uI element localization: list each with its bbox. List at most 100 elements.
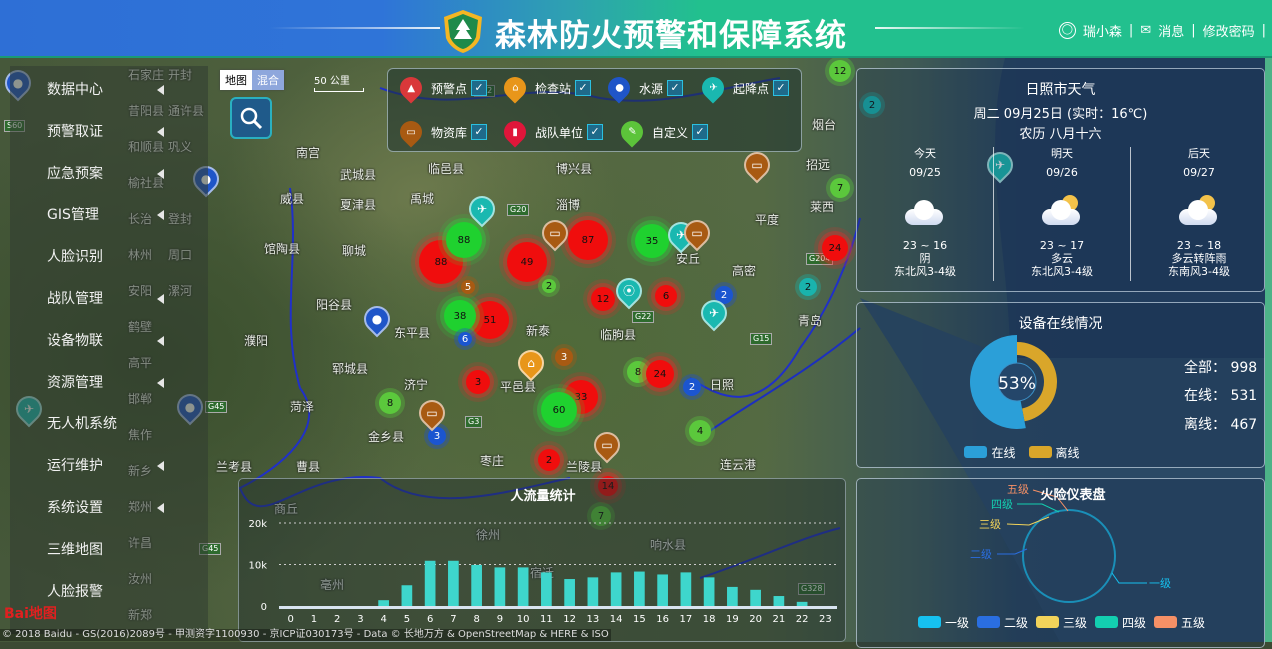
username-link[interactable]: 瑞小森 xyxy=(1082,25,1122,40)
map-cluster-marker[interactable]: 12 xyxy=(829,60,851,82)
map-cluster-marker[interactable]: 3 xyxy=(466,370,490,394)
map-cluster-marker[interactable]: 2 xyxy=(715,286,733,304)
menu-item[interactable]: 预警取证 xyxy=(47,121,164,143)
map-cluster-marker[interactable]: 88 xyxy=(446,222,482,258)
layer-checkbox[interactable]: ✓ xyxy=(575,80,592,96)
header: 森林防火预警和保障系统 ◯ 瑞小森 | ✉ 消息 | 修改密码 | xyxy=(0,0,1272,58)
map-cluster-marker[interactable]: 2 xyxy=(863,96,881,114)
menu-item-label: 人脸识别 xyxy=(47,249,103,266)
map-cluster-marker[interactable]: 24 xyxy=(646,360,674,388)
chart-bar[interactable] xyxy=(494,567,506,606)
map-cluster-marker[interactable]: 3 xyxy=(555,348,573,366)
fire-level-legend[interactable]: 一级 xyxy=(917,614,969,631)
map-cluster-marker[interactable]: 12 xyxy=(591,287,615,311)
chart-bar[interactable] xyxy=(680,572,692,606)
user-toolbar: ◯ 瑞小森 | ✉ 消息 | 修改密码 | xyxy=(1058,21,1266,40)
chart-bar[interactable] xyxy=(587,577,599,606)
chart-bar[interactable] xyxy=(517,567,529,606)
layer-toggle[interactable]: ▭ 物资库 ✓ xyxy=(395,116,488,148)
layer-checkbox[interactable]: ✓ xyxy=(692,124,709,140)
fire-level-legend[interactable]: 二级 xyxy=(976,614,1028,631)
layer-checkbox[interactable]: ✓ xyxy=(587,124,604,140)
map-cluster-marker[interactable]: 3 xyxy=(428,427,446,445)
map-cluster-marker[interactable]: 24 xyxy=(822,235,848,261)
map-cluster-marker[interactable]: 6 xyxy=(655,285,677,307)
chart-bar[interactable] xyxy=(610,572,622,606)
forecast-day: 明天 09/26 23 ~ 17 多云 东北风3-4级 xyxy=(994,147,1130,278)
map-cluster-marker[interactable]: 2 xyxy=(683,378,701,396)
menu-item[interactable]: 无人机系统 xyxy=(47,413,117,435)
menu-item[interactable]: 人脸报警 xyxy=(47,581,103,603)
chart-bar[interactable] xyxy=(424,560,436,606)
fire-level-legend[interactable]: 三级 xyxy=(1035,614,1087,631)
day-date: 09/26 xyxy=(1046,166,1078,179)
menu-item[interactable]: 人脸识别 xyxy=(47,246,103,268)
menu-item[interactable]: 数据中心 xyxy=(47,79,164,101)
menu-item[interactable]: 战队管理 xyxy=(47,288,164,310)
map-cluster-marker[interactable]: 2 xyxy=(799,278,817,296)
fire-level-legend[interactable]: 五级 xyxy=(1154,614,1205,631)
chart-bar[interactable] xyxy=(541,572,552,606)
map-cluster-marker[interactable]: 8 xyxy=(379,392,401,414)
map-cluster-marker[interactable]: 7 xyxy=(591,506,611,526)
expand-arrow-icon xyxy=(157,503,164,513)
map-cluster-marker[interactable]: 35 xyxy=(635,224,669,258)
chart-bar[interactable] xyxy=(796,601,808,606)
layer-toggle[interactable]: ✎ 自定义 ✓ xyxy=(616,116,709,148)
map-cluster-marker[interactable]: 5 xyxy=(461,280,475,294)
layer-toggle[interactable]: ⌂ 检查站 ✓ xyxy=(499,72,592,104)
messages-link[interactable]: 消息 xyxy=(1158,25,1185,40)
map-cluster-marker[interactable]: 60 xyxy=(541,392,577,428)
layer-toggle[interactable]: ● 水源 ✓ xyxy=(603,72,684,104)
search-icon xyxy=(240,107,263,130)
layer-checkbox[interactable]: ✓ xyxy=(471,80,488,96)
layer-toggle[interactable]: ▲ 预警点 ✓ xyxy=(395,72,488,104)
chart-bar[interactable] xyxy=(401,585,413,606)
map-cluster-marker[interactable]: 4 xyxy=(689,420,711,442)
layer-toggle[interactable]: ✈ 起降点 ✓ xyxy=(697,72,790,104)
chart-bar[interactable] xyxy=(773,596,785,606)
donut-offline-slice[interactable] xyxy=(1017,342,1057,422)
legend-online[interactable]: 在线 xyxy=(964,444,1015,461)
map-cluster-marker[interactable]: 8 xyxy=(627,361,649,383)
chart-bar[interactable] xyxy=(750,589,761,606)
menu-item[interactable]: 系统设置 xyxy=(47,497,164,519)
map-cluster-marker[interactable]: 6 xyxy=(458,332,472,346)
map-cluster-marker[interactable]: 2 xyxy=(542,279,556,293)
menu-item[interactable]: 资源管理 xyxy=(47,372,164,394)
chart-bar[interactable] xyxy=(657,574,668,606)
map-search-button[interactable] xyxy=(230,97,272,139)
map-cluster-marker[interactable]: 38 xyxy=(444,300,476,332)
chart-bar[interactable] xyxy=(727,586,738,606)
map-type-map[interactable]: 地图 xyxy=(220,70,252,90)
chart-x-axis xyxy=(279,606,837,609)
menu-item[interactable]: 设备物联 xyxy=(47,330,164,352)
menu-item[interactable]: GIS管理 xyxy=(47,204,164,226)
map-type-hybrid[interactable]: 混合 xyxy=(252,70,284,90)
map-cluster-marker[interactable]: 7 xyxy=(830,178,850,198)
chart-bar[interactable] xyxy=(378,600,389,606)
chart-bar[interactable] xyxy=(471,564,482,606)
layer-toggle[interactable]: ▮ 战队单位 ✓ xyxy=(499,116,604,148)
layer-checkbox[interactable]: ✓ xyxy=(773,80,790,96)
expand-arrow-icon xyxy=(157,210,164,221)
chart-bar[interactable] xyxy=(634,571,645,606)
menu-item[interactable]: 运行维护 xyxy=(47,455,164,477)
map-cluster-marker[interactable]: 2 xyxy=(538,449,560,471)
chart-bar[interactable] xyxy=(564,579,575,606)
layer-checkbox[interactable]: ✓ xyxy=(667,80,684,96)
layer-checkbox[interactable]: ✓ xyxy=(471,124,488,140)
map-cluster-marker[interactable]: 87 xyxy=(568,220,608,260)
fire-level-legend[interactable]: 四级 xyxy=(1095,614,1146,631)
y-tick-label: 20k xyxy=(248,519,267,530)
change-password-link[interactable]: 修改密码 xyxy=(1202,25,1255,40)
map-cluster-marker[interactable]: 49 xyxy=(507,242,547,282)
map-boundaries xyxy=(238,58,1272,642)
map-cluster-marker[interactable]: 14 xyxy=(598,476,618,496)
menu-item[interactable]: 三维地图 xyxy=(47,539,103,561)
map-cluster-marker[interactable]: 51 xyxy=(471,301,509,339)
legend-offline[interactable]: 离线 xyxy=(1028,444,1080,461)
menu-item[interactable]: 应急预案 xyxy=(47,163,164,185)
chart-bar[interactable] xyxy=(448,560,459,606)
chart-bar[interactable] xyxy=(703,577,715,606)
